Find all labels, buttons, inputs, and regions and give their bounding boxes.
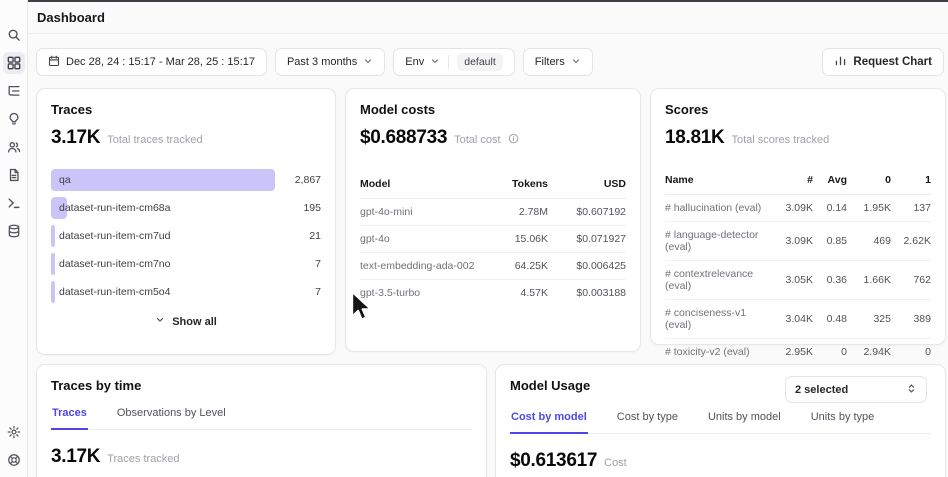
model-costs-table: Model Tokens USD gpt-4o-mini 2.78M $0.6071…	[360, 171, 626, 306]
trace-bar-row: qa 2,867	[51, 169, 321, 191]
time-preset-button[interactable]: Past 3 months	[274, 48, 386, 76]
table-row: # toxicity-v2 (eval) 2.95K 0 2.94K 0	[665, 338, 931, 366]
traces-by-time-tabs: Traces Observations by Level	[51, 407, 472, 430]
search-icon[interactable]	[3, 24, 25, 46]
tab-cost-by-model[interactable]: Cost by model	[510, 411, 588, 434]
scores-metric-caption: Total scores tracked	[731, 134, 830, 146]
model-usage-tabs: Cost by model Cost by type Units by mode…	[510, 411, 931, 434]
settings-icon[interactable]	[3, 421, 25, 443]
trace-bar	[51, 197, 67, 219]
scores-card: Scores 18.81K Total scores tracked Name …	[650, 88, 946, 390]
cards-row-1: Traces 3.17K Total traces tracked qa 2,8…	[36, 88, 946, 390]
trace-bar	[51, 225, 56, 247]
traces-by-time-card: Traces by time Traces Observations by Le…	[36, 364, 487, 477]
lightbulb-icon[interactable]	[3, 108, 25, 130]
page-title: Dashboard	[37, 10, 105, 25]
table-row: gpt-4o 15.06K $0.071927	[360, 225, 626, 253]
model-select-value: 2 selected	[795, 383, 849, 396]
filters-label: Filters	[534, 56, 565, 68]
model-usage-metric-caption: Cost	[604, 457, 627, 469]
traces-by-time-metric: 3.17K	[51, 446, 101, 467]
date-range-label: Dec 28, 24 : 15:17 - Mar 28, 25 : 15:17	[66, 56, 255, 68]
cards-row-2: Traces by time Traces Observations by Le…	[36, 364, 946, 477]
tab-units-by-type[interactable]: Units by type	[810, 411, 875, 423]
model-usage-card: Model Usage 2 selected Cost by model Cos…	[495, 364, 946, 477]
database-icon[interactable]	[3, 220, 25, 242]
sidebar	[0, 0, 28, 477]
time-preset-label: Past 3 months	[286, 56, 358, 68]
scores-metric: 18.81K	[665, 127, 725, 148]
model-costs-card-title: Model costs	[360, 102, 436, 117]
bar-chart-icon	[834, 54, 847, 70]
model-costs-metric: $0.688733	[360, 127, 448, 148]
traces-bar-list: qa 2,867 dataset-run-item-cm68a 195 data…	[51, 169, 321, 303]
request-chart-label: Request Chart	[853, 56, 932, 68]
model-costs-metric-caption: Total cost	[454, 134, 501, 146]
trace-bar-row: dataset-run-item-cm7no 7	[51, 253, 321, 275]
traces-by-time-title: Traces by time	[51, 378, 142, 393]
tab-observations-by-level[interactable]: Observations by Level	[116, 407, 226, 419]
table-row: # hallucination (eval) 3.09K 0.14 1.95K 137	[665, 202, 931, 214]
traces-metric: 3.17K	[51, 127, 101, 148]
model-usage-title: Model Usage	[510, 378, 591, 393]
trace-bar-row: dataset-run-item-cm68a 195	[51, 197, 321, 219]
main-content: Dec 28, 24 : 15:17 - Mar 28, 25 : 15:17 …	[28, 34, 948, 477]
traces-card-title: Traces	[51, 102, 93, 117]
table-row: # conciseness-v1 (eval) 3.04K 0.48 325 389	[665, 299, 931, 339]
table-row: text-embedding-ada-002 64.25K $0.006425	[360, 252, 626, 280]
trace-bar-row: dataset-run-item-cm5o4 7	[51, 281, 321, 303]
table-row: # contextrelevance (eval) 3.05K 0.36 1.66K 7…	[665, 260, 931, 300]
traces-show-all-button[interactable]: Show all	[51, 315, 321, 328]
chevron-down-icon	[571, 56, 581, 69]
table-row: # language-detector (eval) 3.09K 0.85 469 2.…	[665, 221, 931, 261]
chevron-up-down-icon	[906, 383, 917, 397]
env-value-badge: default	[457, 53, 503, 71]
dashboard-icon[interactable]	[2, 52, 25, 74]
chevron-down-icon	[155, 315, 165, 328]
trace-bar	[51, 253, 56, 275]
tab-traces[interactable]: Traces	[51, 407, 88, 430]
model-select[interactable]: 2 selected	[785, 376, 927, 403]
env-label: Env	[405, 56, 425, 68]
window-top-edge	[28, 0, 948, 2]
trace-bar	[51, 169, 275, 191]
users-icon[interactable]	[3, 136, 25, 158]
model-usage-metric: $0.613617	[510, 450, 598, 471]
scores-table: Name # Avg 0 1 # hallucination (eval) 3.0…	[665, 167, 931, 365]
traces-metric-caption: Total traces tracked	[107, 134, 203, 146]
scores-card-title: Scores	[665, 102, 709, 117]
filters-button[interactable]: Filters	[522, 48, 593, 76]
table-row: gpt-3.5-turbo 4.57K $0.003188	[360, 279, 626, 307]
date-range-button[interactable]: Dec 28, 24 : 15:17 - Mar 28, 25 : 15:17	[36, 48, 267, 76]
filter-bar: Dec 28, 24 : 15:17 - Mar 28, 25 : 15:17 …	[36, 48, 946, 76]
chevron-down-icon	[363, 56, 373, 69]
chevron-down-icon	[430, 56, 440, 69]
env-filter-button[interactable]: Env default	[393, 48, 515, 76]
table-row: gpt-4o-mini 2.78M $0.607192	[360, 206, 626, 218]
info-icon[interactable]	[508, 133, 519, 144]
tab-units-by-model[interactable]: Units by model	[707, 411, 781, 423]
calendar-icon	[48, 55, 60, 70]
trace-bar	[51, 281, 56, 303]
divider	[448, 55, 450, 69]
request-chart-button[interactable]: Request Chart	[822, 48, 944, 76]
terminal-icon[interactable]	[3, 192, 25, 214]
tracing-icon[interactable]	[3, 80, 25, 102]
traces-card: Traces 3.17K Total traces tracked qa 2,8…	[36, 88, 336, 355]
tab-cost-by-type[interactable]: Cost by type	[616, 411, 678, 423]
page-header: Dashboard	[28, 2, 948, 34]
document-icon[interactable]	[3, 164, 25, 186]
traces-by-time-metric-caption: Traces tracked	[107, 453, 180, 465]
model-costs-card: Model costs $0.688733 Total cost Model T…	[345, 88, 641, 352]
trace-bar-row: dataset-run-item-cm7ud 21	[51, 225, 321, 247]
support-icon[interactable]	[3, 449, 25, 471]
